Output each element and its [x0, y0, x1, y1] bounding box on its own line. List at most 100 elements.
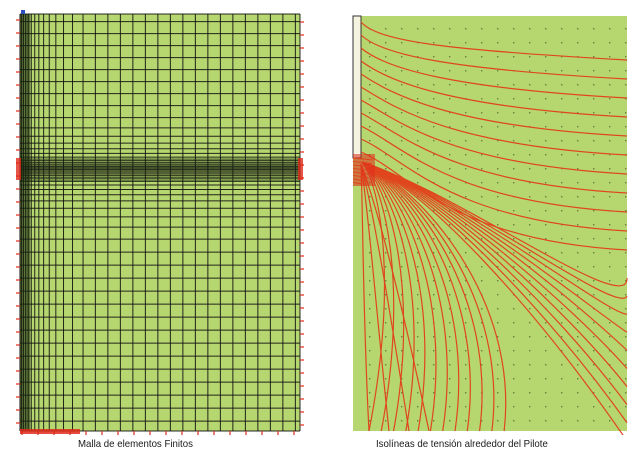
node-dot	[497, 112, 499, 114]
node-dot	[593, 154, 595, 156]
node-dot	[625, 308, 627, 310]
node-dot	[497, 420, 499, 422]
node-dot	[417, 350, 419, 352]
node-dot	[497, 378, 499, 380]
node-dot	[449, 84, 451, 86]
node-dot	[529, 392, 531, 394]
node-dot	[369, 84, 371, 86]
node-dot	[545, 378, 547, 380]
isoline-fan	[361, 161, 628, 406]
tip-concentration-line	[352, 168, 371, 171]
node-dot	[529, 84, 531, 86]
node-dot	[449, 42, 451, 44]
node-dot	[545, 70, 547, 72]
node-dot	[433, 196, 435, 198]
node-dot	[481, 266, 483, 268]
node-dot	[513, 336, 515, 338]
node-dot	[609, 84, 611, 86]
node-dot	[513, 392, 515, 394]
node-dot	[625, 294, 627, 296]
node-dot	[385, 294, 387, 296]
isoline-upper	[360, 112, 628, 194]
isoline-upper	[360, 138, 628, 232]
soil-domain	[20, 14, 300, 431]
node-dot	[497, 252, 499, 254]
node-dot	[609, 196, 611, 198]
node-dot	[545, 392, 547, 394]
node-dot	[513, 126, 515, 128]
isoline-fan	[361, 161, 628, 369]
node-dot	[401, 56, 403, 58]
node-dot	[433, 42, 435, 44]
node-dot	[609, 420, 611, 422]
node-dot	[401, 252, 403, 254]
node-dot	[433, 280, 435, 282]
tip-concentration-line	[352, 171, 370, 175]
node-dot	[465, 364, 467, 366]
node-dot	[577, 84, 579, 86]
node-dot	[385, 70, 387, 72]
node-dot	[369, 98, 371, 100]
node-dot	[593, 98, 595, 100]
isoline-fan	[361, 161, 628, 287]
node-dot	[449, 70, 451, 72]
node-dot	[561, 420, 563, 422]
node-dot	[497, 280, 499, 282]
node-dot	[609, 280, 611, 282]
node-dot	[465, 154, 467, 156]
node-dot	[417, 70, 419, 72]
isoline-upper	[360, 125, 628, 213]
node-dot	[593, 322, 595, 324]
tip-stress-concentration	[352, 154, 375, 186]
node-dot	[529, 322, 531, 324]
node-dot	[385, 378, 387, 380]
node-dot	[545, 154, 547, 156]
node-dot	[497, 294, 499, 296]
bottom-dense-support	[20, 429, 80, 434]
node-dot	[417, 238, 419, 240]
node-dot	[449, 56, 451, 58]
isoline-fan	[361, 161, 471, 432]
node-dot	[529, 280, 531, 282]
node-dot	[385, 196, 387, 198]
node-dot	[465, 322, 467, 324]
node-dot	[577, 224, 579, 226]
node-dot	[433, 294, 435, 296]
tip-concentration-line	[352, 182, 367, 185]
node-dot	[369, 406, 371, 408]
node-dot	[385, 392, 387, 394]
node-dot	[369, 210, 371, 212]
node-dot	[577, 42, 579, 44]
node-dot	[433, 266, 435, 268]
node-dot	[529, 56, 531, 58]
node-dot	[369, 224, 371, 226]
node-dot	[609, 182, 611, 184]
node-dot	[529, 70, 531, 72]
isoline-fan	[361, 161, 437, 432]
node-dot	[625, 336, 627, 338]
node-dot	[401, 28, 403, 30]
node-dot	[625, 42, 627, 44]
node-dot	[577, 336, 579, 338]
node-dot	[401, 406, 403, 408]
node-dot	[625, 182, 627, 184]
node-dot	[497, 84, 499, 86]
node-dot	[625, 70, 627, 72]
node-dot	[593, 350, 595, 352]
isoline-fan	[361, 161, 628, 333]
node-dot	[577, 196, 579, 198]
node-dot	[545, 266, 547, 268]
node-dot	[545, 252, 547, 254]
node-dot	[385, 210, 387, 212]
tip-concentration-line	[352, 164, 372, 168]
node-dot	[577, 168, 579, 170]
node-dot	[561, 140, 563, 142]
node-dot	[401, 392, 403, 394]
node-dot	[385, 308, 387, 310]
node-dot	[577, 420, 579, 422]
node-dot	[481, 98, 483, 100]
node-dot	[433, 126, 435, 128]
node-dot	[465, 350, 467, 352]
node-dot	[481, 364, 483, 366]
node-dot	[465, 308, 467, 310]
